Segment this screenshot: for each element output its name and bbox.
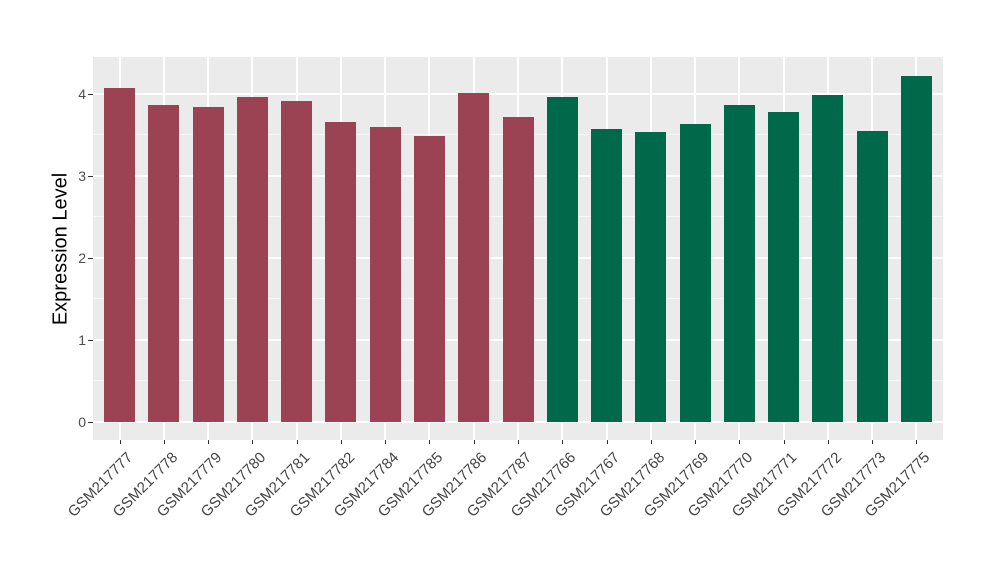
x-tick <box>872 440 874 444</box>
x-tick <box>119 440 121 444</box>
y-tick <box>88 422 93 423</box>
x-tick <box>385 440 387 444</box>
bar-gsm217787 <box>502 116 534 422</box>
x-tick <box>340 440 342 444</box>
y-tick-label: 1 <box>78 331 86 348</box>
bar-gsm217786 <box>458 92 490 422</box>
bar-gsm217766 <box>546 96 578 422</box>
bar-gsm217782 <box>325 121 357 422</box>
x-tick <box>695 440 697 444</box>
bar-gsm217779 <box>192 106 224 422</box>
x-tick <box>429 440 431 444</box>
x-tick <box>562 440 564 444</box>
x-tick <box>827 440 829 444</box>
x-tick <box>252 440 254 444</box>
y-tick-label: 3 <box>78 167 86 184</box>
x-tick <box>606 440 608 444</box>
bar-gsm217777 <box>104 87 136 422</box>
bar-gsm217784 <box>369 127 401 422</box>
bar-gsm217767 <box>591 128 623 422</box>
bar-gsm217770 <box>723 105 755 422</box>
bar-gsm217785 <box>413 136 445 422</box>
bar-gsm217769 <box>679 123 711 422</box>
x-tick <box>296 440 298 444</box>
y-tick <box>88 175 93 177</box>
x-tick <box>739 440 741 444</box>
y-tick <box>88 93 93 95</box>
bar-gsm217773 <box>856 130 888 422</box>
y-tick-label: 2 <box>78 249 86 266</box>
bar-gsm217775 <box>900 75 932 422</box>
bar-gsm217771 <box>768 112 800 422</box>
bar-gsm217768 <box>635 132 667 422</box>
x-tick <box>208 440 210 444</box>
y-tick <box>88 339 93 341</box>
bar-gsm217778 <box>148 105 180 422</box>
plot-panel <box>93 57 943 440</box>
x-tick <box>783 440 785 444</box>
x-tick <box>473 440 475 444</box>
y-tick-label: 0 <box>78 414 86 430</box>
y-tick <box>88 257 93 259</box>
bar-gsm217780 <box>236 96 268 422</box>
x-tick <box>650 440 652 444</box>
x-tick <box>916 440 918 444</box>
bar-gsm217781 <box>281 101 313 422</box>
x-tick <box>518 440 519 444</box>
x-tick <box>163 440 165 444</box>
bar-gsm217772 <box>812 95 844 422</box>
y-tick-label: 4 <box>78 85 86 102</box>
